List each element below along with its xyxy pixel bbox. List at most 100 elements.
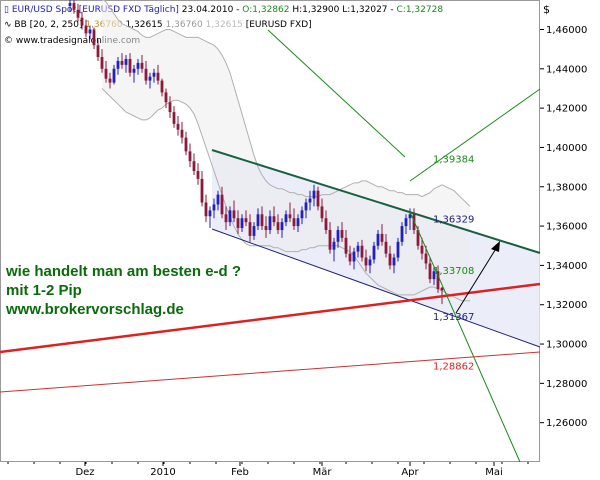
candle-body	[416, 230, 420, 246]
y-tick-label: 1,26000	[546, 418, 587, 429]
green-up-line	[409, 88, 541, 182]
candle-body	[256, 214, 260, 227]
y-tick-label: 1,28000	[546, 379, 587, 390]
low-value: L:1,32027	[342, 5, 388, 15]
candle-body	[400, 226, 404, 242]
y-tick-label: 1,36000	[546, 222, 587, 233]
y-tick-label: 1,38000	[546, 182, 587, 193]
candle-body	[268, 216, 272, 231]
level-label: 1,39384	[433, 155, 474, 166]
candle-body	[84, 25, 88, 34]
x-tick-label: 2010	[150, 467, 175, 478]
candle-body	[360, 245, 364, 258]
candle-body	[96, 45, 100, 58]
candle-body	[272, 216, 276, 223]
candle-body	[236, 218, 240, 229]
candle-body	[252, 226, 256, 236]
candle-body	[156, 72, 160, 81]
candle-body	[88, 29, 92, 34]
candle-body	[136, 62, 140, 69]
candle-body	[280, 222, 284, 231]
bb-value-3: 1,36760	[165, 20, 203, 30]
candle-body	[140, 62, 144, 69]
bb-value-4: 1,32615	[205, 20, 243, 30]
open-value: O:1,32862	[242, 5, 290, 15]
close-value: C:1,32728	[396, 5, 444, 15]
candle-body	[208, 210, 212, 217]
x-tick-label: Mai	[485, 467, 503, 478]
copyright-label: © www.tradesignalonline.com	[4, 36, 141, 46]
candle-body	[328, 230, 332, 250]
candle-body	[176, 123, 180, 130]
candle-body	[72, 2, 76, 10]
candle-body	[216, 194, 220, 205]
promo-link[interactable]: www.brokervorschlag.de	[6, 301, 184, 318]
symbol-label: EUR/USD Spot [EURUSD FXD Täglich]	[11, 5, 179, 15]
candle-body	[284, 214, 288, 223]
channel-upper-line	[211, 149, 541, 254]
candle-body	[292, 218, 296, 227]
candle-body	[316, 190, 320, 207]
candle-body	[200, 178, 204, 203]
y-tick-label: 1,42000	[546, 104, 587, 115]
currency-symbol: $	[543, 3, 550, 16]
candle-body	[104, 68, 108, 79]
candle-body	[220, 194, 224, 215]
candle-body	[260, 214, 264, 227]
candle-body	[376, 233, 380, 246]
candle-body	[112, 68, 116, 83]
candle-body	[92, 29, 96, 46]
x-tick-label: Apr	[401, 467, 419, 478]
candle-body	[164, 92, 168, 103]
candle-body	[128, 58, 132, 73]
channel-lower-line	[211, 228, 541, 348]
candle-body	[80, 17, 84, 26]
candle-glyph-icon: ▯	[4, 5, 9, 15]
candle-body	[248, 222, 252, 236]
chart-header-line1: ▯ EUR/USD Spot [EURUSD FXD Täglich] 23.0…	[4, 5, 444, 15]
candle-body	[312, 190, 316, 199]
x-tick-label: Dez	[75, 467, 94, 478]
candle-body	[184, 137, 188, 152]
candle-body	[116, 60, 120, 69]
candle-body	[344, 237, 348, 254]
candle-body	[132, 68, 136, 73]
candle-body	[332, 241, 336, 250]
candle-body	[336, 230, 340, 242]
candle-body	[436, 271, 440, 289]
y-tick-label: 1,32000	[546, 300, 587, 311]
candle-body	[432, 271, 436, 280]
candle-body	[408, 214, 412, 219]
x-tick-label: Feb	[231, 467, 249, 478]
candle-body	[372, 245, 376, 260]
candle-body	[308, 198, 312, 203]
candle-body	[108, 78, 112, 83]
candle-body	[152, 72, 156, 77]
bollinger-lower-line	[101, 88, 470, 302]
candle-body	[180, 129, 184, 138]
promo-line-1: wie handelt man am besten e-d ?	[6, 263, 242, 280]
candle-body	[240, 218, 244, 229]
projection-arrowhead-icon	[491, 241, 500, 252]
green-down-line-lower	[409, 211, 521, 463]
x-tick-label: Mär	[313, 467, 333, 478]
candle-body	[404, 218, 408, 227]
projection-arrow	[455, 246, 498, 314]
candle-body	[172, 112, 176, 124]
level-label: 1,33708	[433, 266, 474, 277]
level-label: 1,31367	[433, 312, 474, 323]
candle-body	[192, 161, 196, 172]
date-label: 23.04.2010	[181, 5, 234, 15]
candle-body	[68, 2, 72, 6]
candle-body	[124, 58, 128, 65]
green-down-line-upper	[267, 29, 406, 158]
candle-body	[440, 287, 444, 291]
bollinger-upper-line	[103, 0, 471, 207]
candle-body	[204, 202, 208, 217]
candle-body	[212, 204, 216, 211]
candle-body	[228, 210, 232, 223]
candle-body	[288, 214, 292, 219]
candle-body	[420, 245, 424, 254]
candle-body	[188, 151, 192, 162]
